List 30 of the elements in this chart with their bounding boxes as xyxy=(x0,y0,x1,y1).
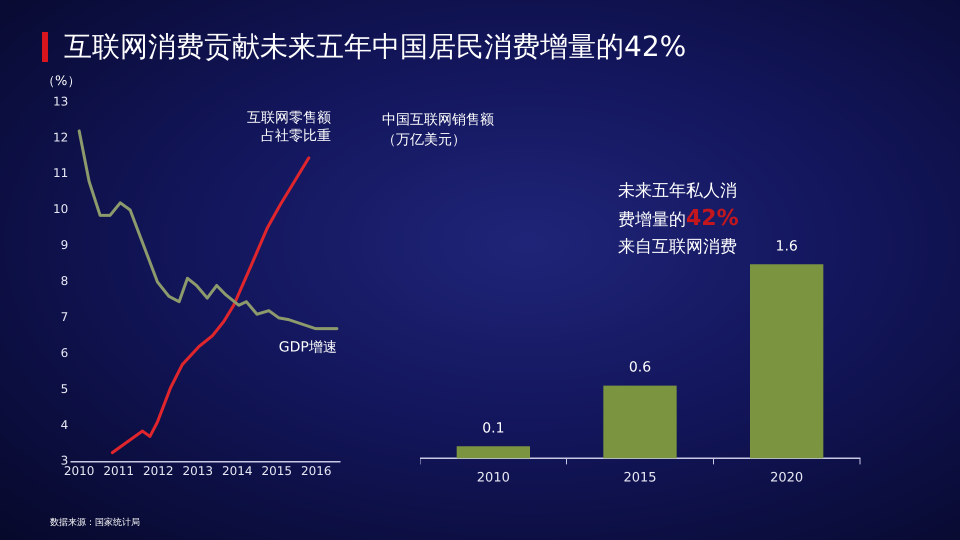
y-tick-label: 6 xyxy=(60,346,68,360)
y-tick-label: 9 xyxy=(60,238,68,252)
y-tick-label: 4 xyxy=(60,418,68,432)
x-tick-label: 2013 xyxy=(182,464,214,478)
y-axis-title: （%） xyxy=(42,73,80,90)
chart-title: 互联网消费贡献未来五年中国居民消费增量的42% xyxy=(64,29,688,65)
y-tick-label: 7 xyxy=(60,310,68,324)
source-note: 数据来源：国家统计局 xyxy=(50,516,140,529)
data-label: 0.1 xyxy=(482,420,504,436)
series-label: GDP增速 xyxy=(278,339,337,356)
y-tick-label: 13 xyxy=(52,94,68,108)
x-tick-label: 2011 xyxy=(103,464,134,478)
y-tick-label: 5 xyxy=(60,382,68,396)
x-tick-label: 2010 xyxy=(64,464,94,478)
x-tick-label: 2015 xyxy=(623,470,657,486)
text: 未来五年私人消费增量的42%来自互联网消费 xyxy=(618,181,739,257)
data-label: 1.6 xyxy=(776,238,798,254)
y-tick-label: 11 xyxy=(52,166,68,180)
chart-title: 中国互联网销售额（万亿美元） xyxy=(382,111,495,150)
data-label: 0.6 xyxy=(628,360,652,376)
x-tick-label: 2015 xyxy=(261,464,292,478)
x-tick-label: 2016 xyxy=(301,464,332,478)
x-tick-label: 2010 xyxy=(476,470,510,486)
y-tick-label: 10 xyxy=(52,202,68,216)
x-tick-label: 2014 xyxy=(222,464,253,478)
x-tick-label: 2012 xyxy=(142,464,174,478)
y-tick-label: 8 xyxy=(60,274,68,288)
series-label: 互联网零售额占社零比重 xyxy=(246,110,331,144)
x-tick-label: 2020 xyxy=(770,470,804,486)
y-tick-label: 12 xyxy=(52,130,68,144)
